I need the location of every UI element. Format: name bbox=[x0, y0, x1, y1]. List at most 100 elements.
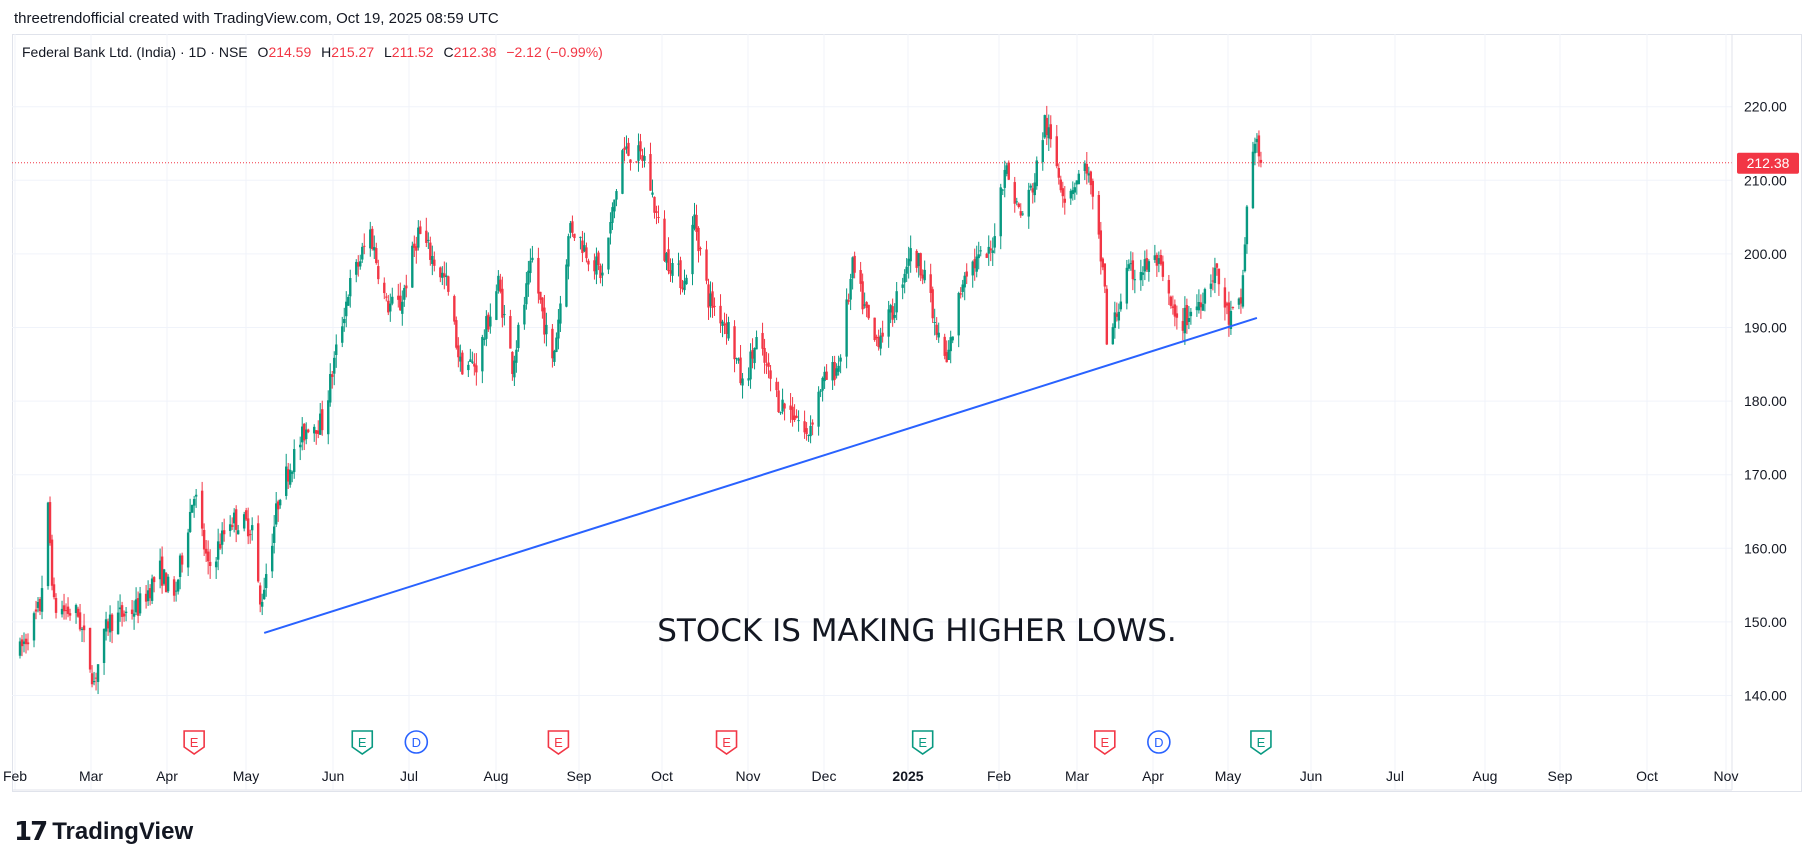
chart-annotation: STOCK IS MAKING HIGHER LOWS. bbox=[657, 613, 1177, 649]
candle-body bbox=[601, 272, 604, 276]
candle-body bbox=[1173, 304, 1177, 317]
candle-body bbox=[24, 638, 28, 645]
candle-body bbox=[485, 316, 488, 339]
candle-body bbox=[937, 332, 940, 338]
candle-body bbox=[1033, 182, 1036, 196]
candle-body bbox=[741, 378, 744, 386]
candle-body bbox=[391, 296, 394, 304]
candle-body bbox=[413, 243, 416, 248]
candle-body bbox=[763, 347, 766, 363]
candle-body bbox=[663, 218, 666, 261]
candle-body bbox=[1119, 301, 1123, 310]
tradingview-logo[interactable]: 17 TradingView bbox=[14, 817, 193, 847]
candle-body bbox=[459, 356, 462, 362]
candle-body bbox=[80, 628, 84, 630]
candle-body bbox=[285, 466, 288, 496]
candle-body bbox=[331, 374, 334, 377]
candle-body bbox=[683, 280, 686, 291]
candle-body bbox=[256, 523, 260, 582]
candle-body bbox=[933, 322, 936, 324]
candle-body bbox=[62, 605, 66, 612]
candle-body bbox=[1059, 179, 1062, 191]
candle-body bbox=[1125, 267, 1129, 304]
candle-body bbox=[206, 551, 210, 562]
candle-body bbox=[553, 350, 556, 362]
tradingview-logo-icon: 17 bbox=[14, 817, 48, 847]
price-tick-label: 200.00 bbox=[1744, 246, 1787, 262]
candle-body bbox=[279, 499, 282, 506]
candle-body bbox=[208, 561, 212, 567]
candle-body bbox=[567, 236, 570, 267]
time-tick-label: Nov bbox=[1714, 768, 1739, 784]
candle-body bbox=[1113, 312, 1117, 328]
candle-body bbox=[345, 301, 348, 317]
candle-body bbox=[355, 261, 358, 275]
candle-body bbox=[1091, 180, 1095, 197]
candle-body bbox=[977, 254, 980, 259]
candle-body bbox=[1213, 267, 1217, 284]
dividend-marker bbox=[1147, 730, 1171, 754]
candle-body bbox=[1069, 190, 1072, 199]
candle-body bbox=[865, 302, 868, 308]
candle-body bbox=[489, 316, 492, 327]
candle-body bbox=[1145, 258, 1149, 270]
price-tick-label: 140.00 bbox=[1744, 688, 1787, 704]
candle-body bbox=[599, 265, 602, 279]
candle-body bbox=[859, 270, 862, 284]
candle-body bbox=[1127, 264, 1131, 269]
candle-body bbox=[1005, 165, 1008, 174]
candle-body bbox=[246, 518, 250, 537]
candle-body bbox=[565, 264, 568, 307]
candle-body bbox=[805, 428, 808, 435]
candle-body bbox=[653, 196, 656, 213]
candle-body bbox=[965, 271, 968, 277]
candle-body bbox=[1195, 306, 1199, 311]
candle-body bbox=[321, 409, 324, 431]
time-tick-label: Nov bbox=[736, 768, 761, 784]
candle-body bbox=[497, 275, 500, 291]
time-tick-label: Feb bbox=[987, 768, 1011, 784]
candle-body bbox=[529, 260, 532, 274]
candle-body bbox=[791, 406, 794, 420]
time-tick-label: Aug bbox=[1473, 768, 1498, 784]
candle-body bbox=[499, 279, 502, 292]
low-label: L bbox=[384, 44, 392, 60]
candle-body bbox=[541, 297, 544, 312]
candle-body bbox=[1153, 255, 1157, 260]
candle-body bbox=[823, 371, 826, 382]
event-marker-label: E bbox=[1100, 735, 1109, 750]
candle-body bbox=[905, 266, 908, 274]
candle-body bbox=[299, 444, 302, 448]
candle-body bbox=[1185, 305, 1189, 326]
candle-body bbox=[821, 377, 824, 391]
event-marker-label: E bbox=[1257, 735, 1266, 750]
candle-body bbox=[363, 245, 366, 247]
candle-body bbox=[1075, 180, 1078, 185]
candle-body bbox=[315, 430, 318, 434]
candle-body bbox=[691, 224, 694, 275]
candle-body bbox=[270, 545, 274, 572]
candle-body bbox=[1085, 163, 1089, 174]
candle-body bbox=[467, 364, 470, 371]
candle-body bbox=[719, 305, 722, 324]
candle-body bbox=[707, 284, 710, 308]
candle-body bbox=[375, 248, 378, 264]
tradingview-wordmark: TradingView bbox=[52, 818, 194, 845]
candle-body bbox=[172, 579, 176, 596]
candle-body bbox=[1241, 275, 1245, 307]
candle-body bbox=[188, 511, 192, 532]
candle-body bbox=[88, 627, 92, 670]
time-tick-label: Aug bbox=[484, 768, 509, 784]
candle-body bbox=[637, 145, 640, 161]
candle-body bbox=[371, 228, 374, 249]
candle-body bbox=[985, 253, 988, 258]
candle-body bbox=[248, 534, 252, 536]
candle-body bbox=[847, 300, 850, 302]
candle-body bbox=[679, 260, 682, 289]
candle-body bbox=[727, 322, 730, 339]
candle-body bbox=[1183, 307, 1187, 334]
event-marker-label: E bbox=[358, 735, 367, 750]
candle-body bbox=[963, 275, 966, 288]
candle-body bbox=[1021, 213, 1024, 215]
